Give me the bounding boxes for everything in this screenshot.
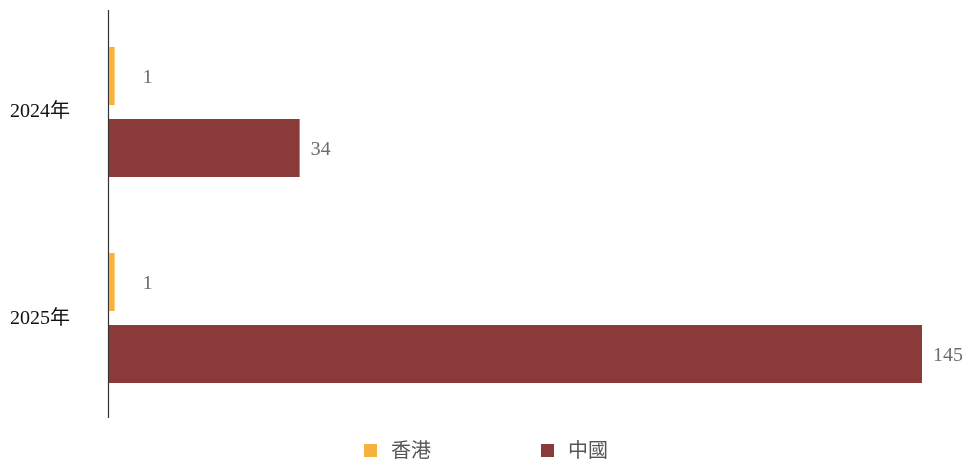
legend-item-hong-kong: 香港: [364, 438, 431, 462]
legend: 香港 中國: [0, 438, 972, 462]
bar-hong-kong-1: [109, 253, 115, 311]
data-label-hong-kong-0: 1: [143, 66, 153, 88]
bar-hong-kong-0: [109, 47, 115, 105]
category-label: 2024年: [10, 99, 70, 122]
legend-swatch-china: [541, 443, 554, 457]
legend-label-china: 中國: [568, 438, 608, 462]
data-label-china-0: 34: [311, 138, 331, 160]
bar-china-0: [109, 119, 300, 177]
category-label: 2025年: [10, 306, 70, 329]
bar-china-1: [109, 325, 922, 383]
legend-label-hong-kong: 香港: [391, 438, 431, 462]
legend-item-china: 中國: [541, 438, 608, 462]
data-label-china-1: 145: [933, 344, 963, 366]
data-label-hong-kong-1: 1: [143, 272, 153, 294]
legend-swatch-hong-kong: [364, 443, 377, 457]
